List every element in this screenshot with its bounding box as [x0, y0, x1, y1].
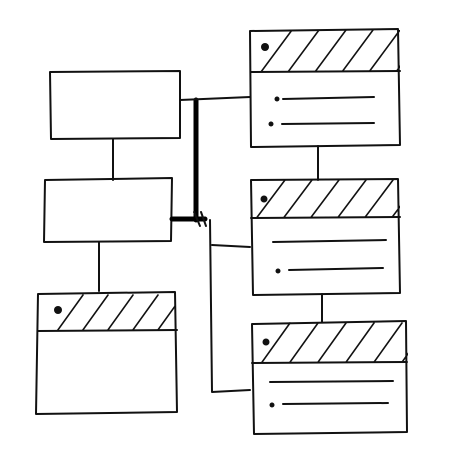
- window-box-bottom-left: [35, 291, 178, 415]
- connector-top-to-right-1: [179, 96, 251, 101]
- connector-branch-trunk: [209, 219, 251, 393]
- window-header-dot: [260, 195, 268, 203]
- list-item: [274, 96, 375, 102]
- list-item: [269, 402, 389, 408]
- window-header-hatch: [259, 30, 400, 72]
- list-item: [269, 380, 394, 383]
- list-item: [272, 239, 387, 243]
- window-box-right-2: [250, 178, 401, 296]
- window-header-hatch: [260, 322, 408, 363]
- connector-vertical-bold: [169, 97, 208, 227]
- window-header-dot: [262, 338, 270, 346]
- window-header-hatch: [255, 179, 400, 218]
- window-header-hatch: [56, 294, 176, 331]
- window-box-right-3: [251, 320, 408, 435]
- window-header-dot: [261, 43, 269, 51]
- window-box-right-1: [249, 28, 401, 148]
- plain-box-middle: [43, 177, 173, 243]
- plain-box-top: [49, 70, 181, 140]
- list-item: [268, 121, 375, 127]
- window-header-dot: [54, 306, 62, 314]
- list-item: [275, 267, 384, 274]
